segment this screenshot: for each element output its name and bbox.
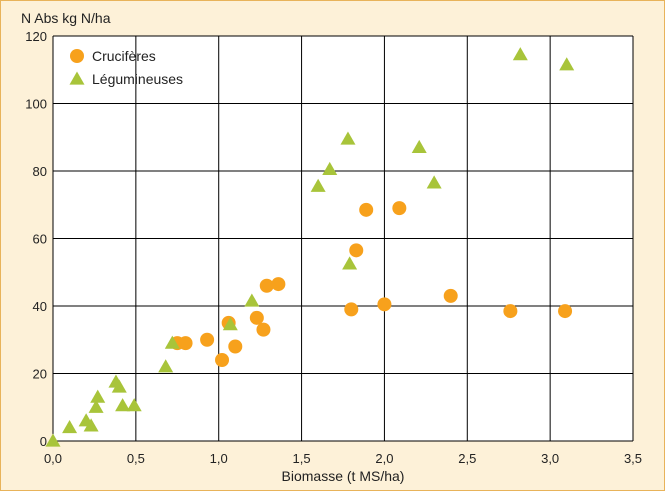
x-tick-label: 3,0 <box>541 451 559 466</box>
legumineuse-point <box>126 398 142 412</box>
legumineuse-point <box>244 293 260 307</box>
legumineuse-point <box>340 131 356 145</box>
crucifere-point <box>228 339 243 354</box>
legumineuse-point <box>83 418 99 432</box>
grid-lines <box>52 35 634 442</box>
y-tick-label: 80 <box>33 164 47 179</box>
y-tick-label: 20 <box>33 367 47 382</box>
legumineuse-point <box>322 161 338 175</box>
legumineuse-point <box>158 359 174 373</box>
crucifere-point <box>344 302 359 317</box>
data-points <box>45 47 575 447</box>
crucifere-point <box>200 332 215 347</box>
x-tick-label: 0,5 <box>127 451 145 466</box>
crucifere-point <box>503 304 518 319</box>
legend-marker-crucifere <box>70 49 84 63</box>
legumineuse-point <box>111 379 127 393</box>
x-tick-label: 2,5 <box>458 451 476 466</box>
legumineuse-point <box>164 335 180 349</box>
legend-marker-legumineuse <box>69 71 85 85</box>
crucifere-point <box>359 202 374 217</box>
tick-labels: 0,0 0,5 1,0 1,5 2,0 2,5 3,0 3,5 0 20 40 60 80 100 120 <box>25 29 642 466</box>
crucifere-point <box>443 288 458 303</box>
legumineuse-point <box>310 178 326 192</box>
y-axis-title: N Abs kg N/ha <box>21 10 111 26</box>
legumineuse-point <box>426 175 442 189</box>
x-tick-label: 1,5 <box>293 451 311 466</box>
crucifere-point <box>215 353 230 367</box>
legumineuse-point <box>411 139 427 153</box>
y-tick-label: 40 <box>33 299 47 314</box>
legumineuse-point <box>115 398 131 412</box>
crucifere-point <box>392 201 407 216</box>
x-axis-title: Biomasse (t MS/ha) <box>282 468 405 484</box>
y-tick-label: 0 <box>40 434 47 449</box>
crucifere-point <box>259 278 274 293</box>
crucifere-point <box>178 336 193 351</box>
crucifere-point <box>558 304 573 319</box>
legumineuse-point <box>45 433 61 447</box>
legumineuse-point <box>342 256 358 270</box>
y-tick-label: 60 <box>33 232 47 247</box>
legumineuse-point <box>90 389 106 403</box>
crucifere-point <box>271 277 286 292</box>
x-tick-label: 2,0 <box>375 451 393 466</box>
y-tick-label: 100 <box>25 97 47 112</box>
x-tick-label: 3,5 <box>624 451 642 466</box>
crucifere-point <box>377 297 392 312</box>
crucifere-point <box>349 243 364 258</box>
legumineuse-point <box>512 47 528 61</box>
legumineuse-point <box>88 399 104 413</box>
crucifere-point <box>249 310 264 325</box>
legumineuse-point <box>559 57 575 71</box>
legend: Crucifères Légumineuses <box>69 48 183 87</box>
crucifere-point <box>256 322 271 337</box>
legumineuse-point <box>222 317 238 331</box>
legumineuse-point <box>62 420 78 434</box>
legend-label-legumineuse: Légumineuses <box>92 71 183 87</box>
x-tick-label: 0,0 <box>44 451 62 466</box>
y-tick-label: 120 <box>25 29 47 44</box>
legend-label-crucifere: Crucifères <box>92 48 156 64</box>
x-tick-label: 1,0 <box>210 451 228 466</box>
